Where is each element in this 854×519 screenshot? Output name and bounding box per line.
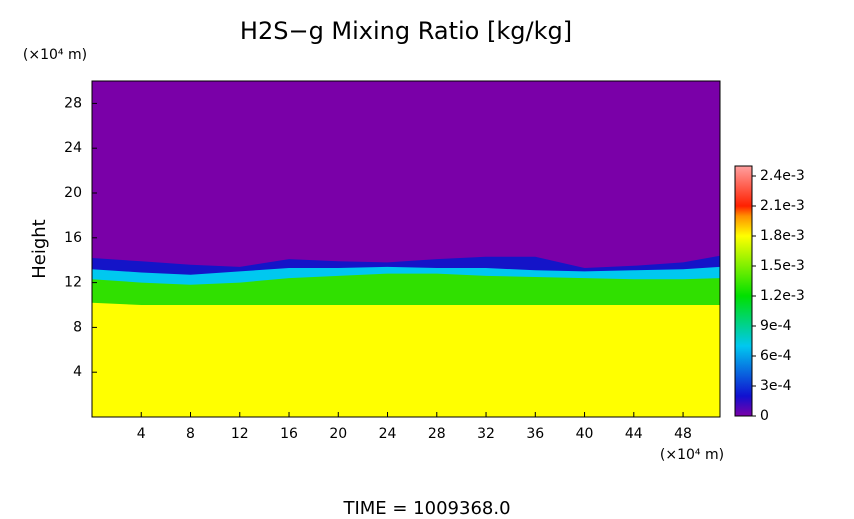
colorbar-tick-label: 1.5e-3 bbox=[760, 258, 805, 274]
x-tick-label: 16 bbox=[280, 426, 298, 442]
chart-title: H2S−g Mixing Ratio [kg/kg] bbox=[240, 17, 572, 45]
x-tick-label: 28 bbox=[428, 426, 446, 442]
footer-time: TIME = 1009368.0 bbox=[342, 498, 510, 519]
x-tick-label: 40 bbox=[576, 426, 594, 442]
y-tick-label: 4 bbox=[73, 364, 82, 380]
y-tick-label: 24 bbox=[64, 140, 82, 156]
colorbar-tick-label: 2.4e-3 bbox=[760, 168, 805, 184]
x-tick-label: 12 bbox=[231, 426, 249, 442]
colorbar-tick-label: 9e-4 bbox=[760, 318, 792, 334]
colorbar-tick-label: 1.2e-3 bbox=[760, 288, 805, 304]
contour-layer bbox=[92, 302, 720, 417]
x-tick-label: 44 bbox=[625, 426, 643, 442]
x-tick-label: 20 bbox=[329, 426, 347, 442]
y-unit: (×10⁴ m) bbox=[23, 47, 87, 63]
y-axis-label: Height bbox=[29, 219, 50, 279]
colorbar bbox=[734, 165, 753, 417]
y-tick-label: 16 bbox=[64, 230, 82, 246]
y-tick-label: 12 bbox=[64, 275, 82, 291]
colorbar-tick-label: 0 bbox=[760, 408, 769, 424]
colorbar-tick-label: 3e-4 bbox=[760, 378, 792, 394]
x-tick-label: 8 bbox=[186, 426, 195, 442]
colorbar-tick-label: 6e-4 bbox=[760, 348, 792, 364]
y-tick-label: 8 bbox=[73, 319, 82, 335]
x-tick-label: 24 bbox=[379, 426, 397, 442]
x-tick-label: 48 bbox=[674, 426, 692, 442]
plot-frame bbox=[91, 80, 721, 418]
colorbar-tick-label: 1.8e-3 bbox=[760, 228, 805, 244]
y-tick-label: 28 bbox=[64, 95, 82, 111]
x-tick-label: 36 bbox=[526, 426, 544, 442]
y-tick-label: 20 bbox=[64, 185, 82, 201]
colorbar-tick-label: 2.1e-3 bbox=[760, 198, 805, 214]
x-unit: (×10⁴ m) bbox=[660, 447, 724, 463]
x-tick-label: 4 bbox=[137, 426, 146, 442]
x-tick-label: 32 bbox=[477, 426, 495, 442]
